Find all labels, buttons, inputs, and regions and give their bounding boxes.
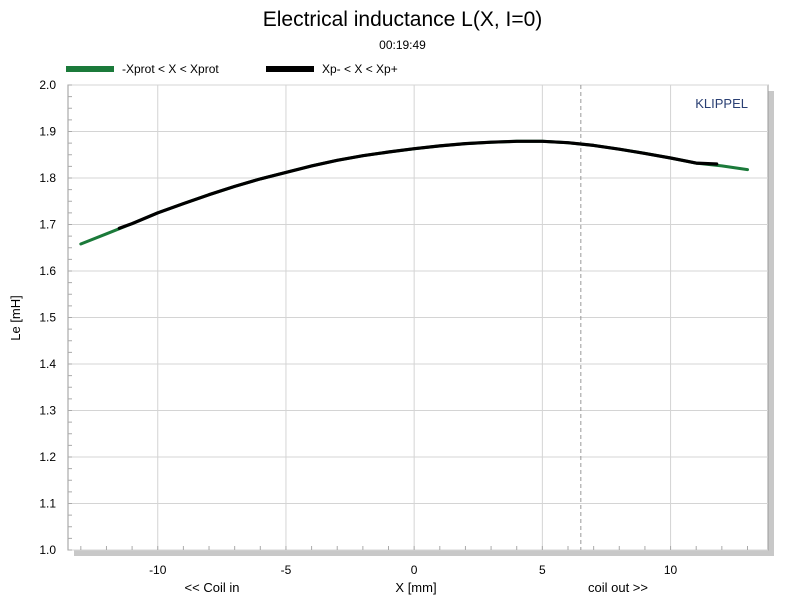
x-tick-labels: -10 -5 0 5 10 bbox=[149, 563, 677, 577]
y-tick-label-9: 1.9 bbox=[39, 125, 56, 139]
coil-out-label: coil out >> bbox=[588, 580, 648, 595]
legend-item-xp: Xp- < X < Xp+ bbox=[266, 61, 398, 77]
y-tick-label-2: 1.2 bbox=[39, 450, 56, 464]
x-tick-label-1: -5 bbox=[281, 563, 292, 577]
y-tick-label-10: 2.0 bbox=[39, 78, 56, 92]
y-tick-label-3: 1.3 bbox=[39, 404, 56, 418]
x-tick-label-4: 10 bbox=[664, 563, 678, 577]
y-tick-label-8: 1.8 bbox=[39, 171, 56, 185]
y-tick-label-4: 1.4 bbox=[39, 357, 56, 371]
grid bbox=[68, 84, 768, 551]
legend-label-xprot: -Xprot < X < Xprot bbox=[122, 62, 219, 76]
legend-swatch-xp bbox=[266, 66, 314, 72]
legend-item-xprot: -Xprot < X < Xprot bbox=[66, 61, 219, 77]
x-tick-label-3: 5 bbox=[539, 563, 546, 577]
legend-label-xp: Xp- < X < Xp+ bbox=[322, 62, 398, 76]
series-line-1 bbox=[117, 139, 719, 230]
coil-in-label: << Coil in bbox=[185, 580, 240, 595]
series-group bbox=[79, 139, 749, 246]
y-tick-label-7: 1.7 bbox=[39, 218, 56, 232]
legend-swatch-xprot bbox=[66, 66, 114, 72]
x-tick-label-2: 0 bbox=[411, 563, 418, 577]
y-tick-labels: 1.0 1.1 1.2 1.3 1.4 1.5 1.6 1.7 1.8 1.9 2.0 bbox=[39, 78, 56, 557]
y-tick-label-0: 1.0 bbox=[39, 543, 56, 557]
chart-title: Electrical inductance L(X, I=0) bbox=[262, 8, 543, 31]
chart-subtitle: 00:19:49 bbox=[379, 38, 426, 52]
watermark: KLIPPEL bbox=[695, 96, 748, 111]
minor-ticks bbox=[68, 84, 748, 551]
x-tick-label-0: -10 bbox=[149, 563, 167, 577]
y-tick-label-1: 1.1 bbox=[39, 497, 56, 511]
y-tick-label-5: 1.5 bbox=[39, 311, 56, 325]
x-axis-label: X [mm] bbox=[395, 580, 436, 595]
y-axis-label: Le [mH] bbox=[8, 295, 23, 341]
y-tick-label-6: 1.6 bbox=[39, 264, 56, 278]
